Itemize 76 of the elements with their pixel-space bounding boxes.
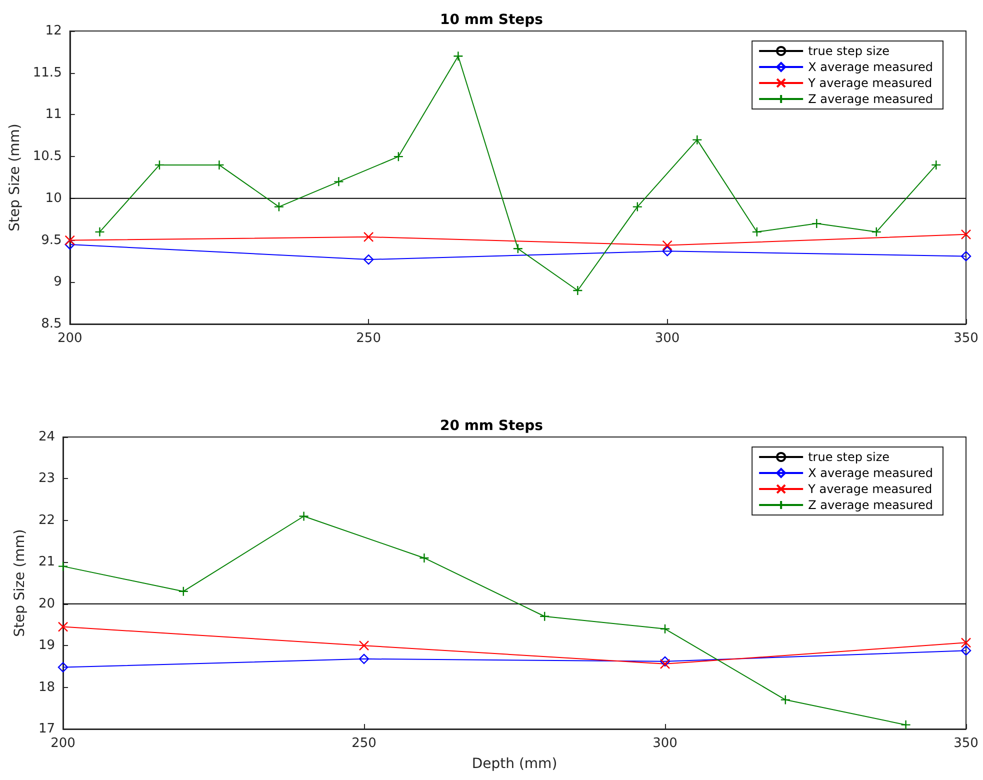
point	[358, 640, 370, 651]
point	[358, 654, 370, 664]
point	[274, 202, 284, 212]
y-tick-label: 19	[38, 638, 55, 654]
point	[900, 720, 911, 730]
point	[334, 176, 344, 187]
y-tick-label: 20	[38, 596, 55, 612]
y-tick-label: 11	[45, 107, 62, 122]
y-axis-title: Step Size (mm)	[12, 529, 28, 637]
point	[178, 586, 188, 596]
x-tick-label: 250	[352, 736, 376, 751]
y-tick-label: 12	[45, 24, 62, 38]
point	[512, 244, 524, 254]
legend-label: X average measured	[808, 466, 934, 480]
y-tick-label: 10	[45, 190, 62, 206]
point	[154, 160, 165, 170]
point	[960, 638, 972, 648]
x-tick-label: 200	[57, 331, 82, 346]
y-tick-label: 21	[38, 554, 55, 570]
y-tick-label: 8.5	[41, 316, 62, 332]
point	[752, 226, 762, 238]
x-tick-label: 300	[654, 331, 680, 346]
point	[214, 160, 224, 170]
legend-label: Y average measured	[807, 76, 932, 90]
y-tick-label: 9.5	[41, 232, 62, 248]
point	[540, 611, 550, 622]
point	[780, 694, 790, 705]
point	[363, 232, 374, 242]
point	[453, 51, 464, 62]
x-tick-label: 200	[50, 736, 76, 751]
point	[662, 246, 672, 256]
point	[64, 239, 75, 250]
legend-label: Z average measured	[808, 498, 934, 512]
y-tick-label: 9	[54, 274, 62, 290]
point	[298, 511, 309, 522]
y-tick-label: 24	[38, 430, 55, 444]
x-tick-label: 350	[954, 736, 978, 751]
chart-title: 10 mm Steps	[440, 12, 544, 28]
legend-label: X average measured	[808, 60, 934, 74]
y-tick-label: 10.5	[32, 149, 62, 164]
x-tick-label: 350	[954, 331, 978, 346]
point	[931, 160, 942, 170]
point	[960, 251, 972, 262]
x-tick-label: 300	[652, 736, 678, 751]
legend-label: true step size	[808, 450, 890, 464]
point	[572, 285, 583, 296]
legend-label: Y average measured	[807, 482, 932, 496]
point	[871, 226, 882, 238]
point	[419, 552, 430, 564]
y-axis-title: Step Size (mm)	[7, 124, 23, 232]
point	[660, 624, 670, 634]
point	[58, 622, 68, 632]
y-tick-label: 18	[38, 680, 55, 695]
point	[660, 658, 670, 670]
legend-label: Z average measured	[808, 92, 934, 106]
point	[960, 645, 972, 656]
point	[58, 561, 68, 572]
point	[58, 662, 68, 672]
legend-label: true step size	[808, 44, 890, 58]
y-tick-label: 11.5	[32, 65, 62, 80]
point	[94, 226, 105, 238]
y-tick-label: 22	[38, 512, 55, 528]
x-axis-title: Depth (mm)	[472, 756, 558, 772]
x-tick-label: 250	[356, 331, 381, 346]
point	[660, 656, 670, 667]
y-tick-label: 23	[38, 471, 55, 486]
point	[393, 151, 404, 162]
point	[692, 134, 702, 145]
chart-title: 20 mm Steps	[440, 418, 544, 434]
point	[64, 235, 75, 246]
point	[363, 254, 374, 265]
point	[960, 229, 972, 240]
point	[632, 202, 643, 212]
y-tick-label: 17	[38, 722, 55, 736]
point	[812, 218, 822, 229]
point	[662, 240, 672, 250]
